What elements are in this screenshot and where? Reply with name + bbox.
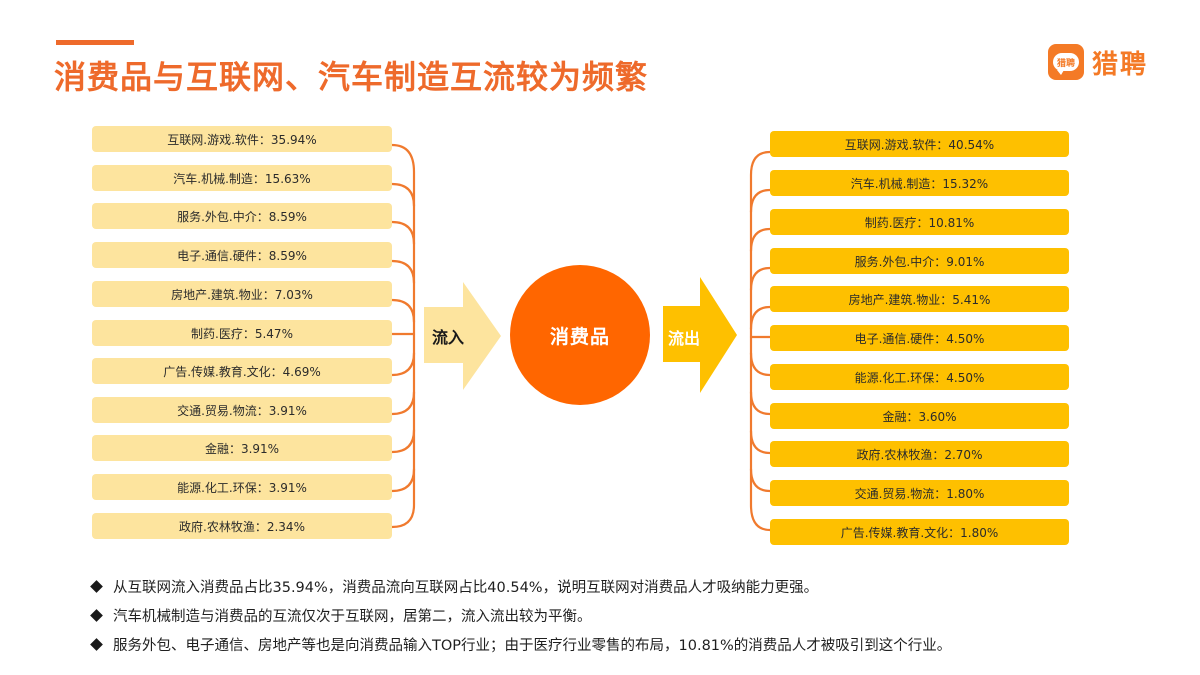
center-node-label: 消费品 <box>549 325 610 348</box>
logo-icon-text: 猎聘 <box>1053 53 1079 75</box>
note-item: 汽车机械制造与消费品的互流仅次于互联网，居第二，流入流出较为平衡。 <box>90 601 951 630</box>
outflow-item: 房地产.建筑.物业：5.41% <box>770 286 1069 312</box>
outflow-item: 金融：3.60% <box>770 403 1069 429</box>
note-item: 从互联网流入消费品占比35.94%，消费品流向互联网占比40.54%，说明互联网… <box>90 572 951 601</box>
inflow-arrow-icon <box>424 282 501 390</box>
inflow-label: 流入 <box>432 328 465 347</box>
outflow-item: 广告.传媒.教育.文化：1.80% <box>770 519 1069 545</box>
outflow-item: 政府.农林牧渔：2.70% <box>770 441 1069 467</box>
inflow-item: 房地产.建筑.物业：7.03% <box>92 281 392 307</box>
inflow-item: 汽车.机械.制造：15.63% <box>92 165 392 191</box>
inflow-item: 能源.化工.环保：3.91% <box>92 474 392 500</box>
inflow-item: 电子.通信.硬件：8.59% <box>92 242 392 268</box>
inflow-item: 互联网.游戏.软件：35.94% <box>92 126 392 152</box>
diamond-bullet-icon <box>90 580 103 593</box>
note-text: 从互联网流入消费品占比35.94%，消费品流向互联网占比40.54%，说明互联网… <box>113 580 819 596</box>
inflow-item: 服务.外包.中介：8.59% <box>92 203 392 229</box>
note-item: 服务外包、电子通信、房地产等也是向消费品输入TOP行业；由于医疗行业零售的布局，… <box>90 630 951 659</box>
liepin-logo: 猎聘 猎聘 <box>1048 44 1148 80</box>
outflow-item: 能源.化工.环保：4.50% <box>770 364 1069 390</box>
inflow-item: 金融：3.91% <box>92 435 392 461</box>
inflow-bracket-top <box>390 143 416 529</box>
outflow-bracket <box>749 150 772 532</box>
outflow-item: 交通.贸易.物流：1.80% <box>770 480 1069 506</box>
outflow-item: 电子.通信.硬件：4.50% <box>770 325 1069 351</box>
speech-bubble-logo-icon: 猎聘 <box>1048 44 1084 80</box>
page-title: 消费品与互联网、汽车制造互流较为频繁 <box>54 58 649 96</box>
diamond-bullet-icon <box>90 609 103 622</box>
inflow-item: 广告.传媒.教育.文化：4.69% <box>92 358 392 384</box>
outflow-label: 流出 <box>668 329 701 348</box>
diamond-bullet-icon <box>90 638 103 651</box>
outflow-arrow-icon <box>663 277 737 393</box>
outflow-item: 互联网.游戏.软件：40.54% <box>770 131 1069 157</box>
outflow-item: 服务.外包.中介：9.01% <box>770 248 1069 274</box>
logo-text: 猎聘 <box>1092 49 1149 80</box>
outflow-item: 制药.医疗：10.81% <box>770 209 1069 235</box>
notes-list: 从互联网流入消费品占比35.94%，消费品流向互联网占比40.54%，说明互联网… <box>90 572 951 659</box>
note-text: 汽车机械制造与消费品的互流仅次于互联网，居第二，流入流出较为平衡。 <box>113 609 592 625</box>
title-accent-bar <box>56 40 134 45</box>
note-text: 服务外包、电子通信、房地产等也是向消费品输入TOP行业；由于医疗行业零售的布局，… <box>113 638 952 654</box>
inflow-item: 交通.贸易.物流：3.91% <box>92 397 392 423</box>
outflow-item: 汽车.机械.制造：15.32% <box>770 170 1069 196</box>
inflow-item: 政府.农林牧渔：2.34% <box>92 513 392 539</box>
inflow-item: 制药.医疗：5.47% <box>92 320 392 346</box>
center-node-consumer-goods: 消费品 <box>510 265 650 405</box>
